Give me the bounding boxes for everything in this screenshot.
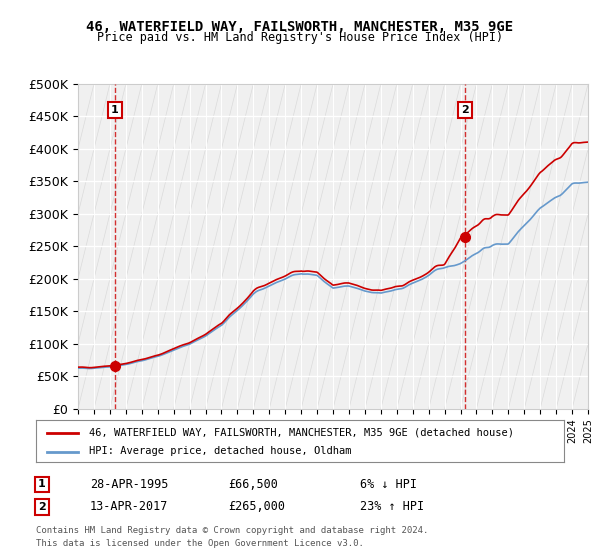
Text: 13-APR-2017: 13-APR-2017	[90, 500, 169, 514]
Text: 6% ↓ HPI: 6% ↓ HPI	[360, 478, 417, 491]
Text: 46, WATERFIELD WAY, FAILSWORTH, MANCHESTER, M35 9GE (detached house): 46, WATERFIELD WAY, FAILSWORTH, MANCHEST…	[89, 428, 514, 437]
Text: 1: 1	[111, 105, 119, 115]
Text: 23% ↑ HPI: 23% ↑ HPI	[360, 500, 424, 514]
Text: 2: 2	[38, 502, 46, 512]
Text: HPI: Average price, detached house, Oldham: HPI: Average price, detached house, Oldh…	[89, 446, 352, 456]
Text: 2: 2	[461, 105, 469, 115]
Text: 46, WATERFIELD WAY, FAILSWORTH, MANCHESTER, M35 9GE: 46, WATERFIELD WAY, FAILSWORTH, MANCHEST…	[86, 20, 514, 34]
Text: Contains HM Land Registry data © Crown copyright and database right 2024.: Contains HM Land Registry data © Crown c…	[36, 526, 428, 535]
Text: 1: 1	[38, 479, 46, 489]
Text: £265,000: £265,000	[228, 500, 285, 514]
Text: This data is licensed under the Open Government Licence v3.0.: This data is licensed under the Open Gov…	[36, 539, 364, 548]
Text: 28-APR-1995: 28-APR-1995	[90, 478, 169, 491]
Text: Price paid vs. HM Land Registry's House Price Index (HPI): Price paid vs. HM Land Registry's House …	[97, 31, 503, 44]
Text: £66,500: £66,500	[228, 478, 278, 491]
